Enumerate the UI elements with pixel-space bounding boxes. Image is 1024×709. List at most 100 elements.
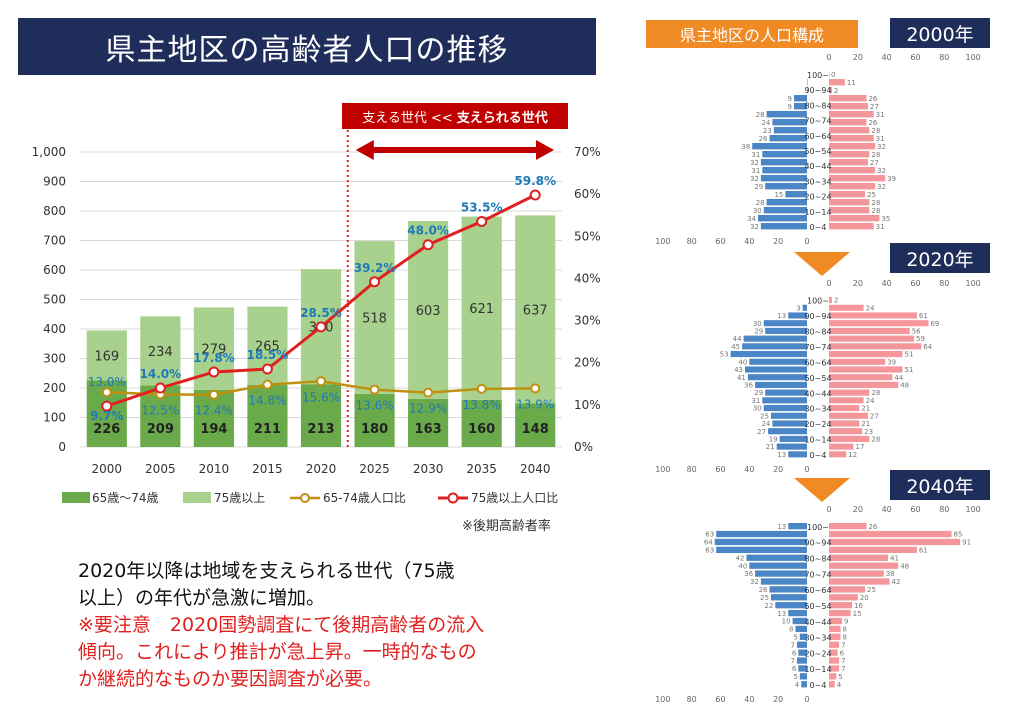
pyramid-bottom-tick: 0 [804, 237, 809, 246]
male-bar [788, 523, 807, 530]
pyramid-age-label: 40~44 [804, 389, 831, 398]
male-label: 3 [796, 304, 800, 312]
male-bar [788, 451, 807, 458]
male-label: 44 [733, 335, 742, 343]
elderly-population-chart: 0 100 200 300 400 500 600 700 800 900 1,000 0% 10% 20… [32, 130, 601, 505]
pyramid-age-label: 0~4 [810, 451, 827, 460]
female-bar [829, 570, 884, 577]
female-label: 28 [871, 127, 880, 135]
female-label: 23 [864, 428, 873, 436]
male-label: 27 [757, 428, 766, 436]
pyramid-top-tick: 20 [853, 505, 863, 514]
male-label: 42 [736, 554, 745, 562]
y-tick-label: 800 [43, 204, 66, 218]
female-bar [829, 428, 863, 435]
ratio-75-plus-point [529, 189, 541, 201]
female-bar [829, 167, 876, 174]
ratio-65-74-point [316, 376, 326, 387]
female-bar [829, 343, 922, 350]
ratio-75-plus-point [422, 239, 434, 251]
bar-75-plus-label: 265 [255, 340, 280, 355]
pyramid-age-label: 100~ [807, 71, 829, 80]
pyramid-age-label: 70~74 [804, 570, 831, 579]
male-label: 63 [705, 531, 714, 539]
male-label: 36 [744, 570, 753, 578]
female-label: 28 [871, 207, 880, 215]
pyramid-age-label: 60~64 [804, 586, 831, 595]
ratio-65-74-label: 14.8% [248, 394, 286, 408]
male-label: 31 [751, 151, 760, 159]
female-label: 32 [877, 167, 886, 175]
female-bar [829, 119, 867, 126]
male-bar [762, 167, 807, 174]
male-bar [765, 183, 807, 190]
y-tick-label: 100 [43, 411, 66, 425]
x-tick-label: 2025 [359, 462, 390, 476]
pyramid-age-label: 0~4 [810, 681, 827, 690]
male-bar [792, 617, 807, 625]
pyramid-age-label: 10~14 [804, 208, 831, 217]
bar-65-74-label: 226 [93, 422, 120, 437]
female-bar [829, 546, 917, 554]
pyramid-age-label: 40~44 [804, 618, 831, 627]
ratio-65-74-point [423, 387, 434, 398]
y2-tick-label: 50% [574, 229, 601, 243]
female-label: 24 [866, 304, 875, 312]
pyramid-age-label: 100~ [807, 297, 829, 306]
pyramid-top-tick: 80 [939, 505, 949, 514]
pyramid-bottom-tick: 20 [773, 695, 783, 704]
female-bar [829, 159, 868, 166]
female-bar [829, 95, 867, 102]
male-bar [799, 633, 807, 640]
male-label: 41 [737, 374, 746, 382]
bar-65-74-label: 163 [415, 422, 442, 437]
pyramid-age-label: 20~24 [804, 420, 831, 429]
arrow-down-shape-1 [794, 252, 850, 276]
female-label: 27 [870, 103, 879, 111]
legend-label-ratio-65-74: 65-74歳人口比 [323, 491, 406, 505]
ratio-75-plus-point [476, 216, 488, 228]
female-bar [829, 665, 840, 672]
ratio-65-74-label: 13.0% [88, 375, 126, 389]
range-arrow-right-head [536, 140, 554, 160]
pyramid-age-label: 70~74 [804, 117, 831, 126]
bar-65-74-label: 148 [522, 422, 549, 437]
female-label: 59 [916, 335, 925, 343]
male-bar [763, 405, 807, 412]
bar-65-74-label: 194 [200, 422, 227, 437]
male-bar [716, 546, 807, 554]
male-bar [746, 554, 807, 561]
female-bar [829, 143, 876, 150]
ratio-65-74-label: 13.9% [516, 397, 554, 411]
page-title-text: 県主地区の高齢者人口の推移 [105, 32, 509, 68]
bar-65-74-label: 160 [468, 422, 495, 437]
ratio-75-plus-label: 9.7% [90, 409, 123, 423]
male-label: 6 [792, 649, 797, 657]
male-bar [760, 159, 807, 166]
female-bar [829, 538, 961, 546]
comment-line-4: 傾向。これにより推計が急上昇。一時的なもの [78, 641, 477, 663]
x-tick-label: 2015 [252, 462, 283, 476]
female-label: 48 [900, 381, 909, 389]
ratio-65-74-point [530, 383, 541, 394]
bar-75-plus-label: 169 [94, 349, 119, 364]
support-box-right: 支えられる世代 [456, 110, 548, 126]
male-label: 28 [756, 111, 765, 119]
male-label: 7 [790, 657, 794, 665]
pyramid-bottom-tick: 0 [804, 695, 809, 704]
male-bar [749, 358, 807, 365]
ratio-75-plus-label: 53.5% [461, 201, 503, 215]
male-bar [772, 119, 807, 126]
pyramid-age-label: 90~94 [804, 539, 831, 548]
male-bar [730, 351, 807, 358]
y2-tick-label: 70% [574, 145, 601, 159]
female-label: 7 [841, 657, 845, 665]
male-label: 36 [744, 381, 753, 389]
male-bar [714, 538, 807, 546]
pyramid-top-tick: 40 [882, 279, 892, 288]
pyramid-age-label: 30~34 [804, 405, 831, 414]
female-label: 51 [905, 351, 914, 359]
male-label: 40 [738, 358, 747, 366]
male-label: 32 [750, 578, 759, 586]
